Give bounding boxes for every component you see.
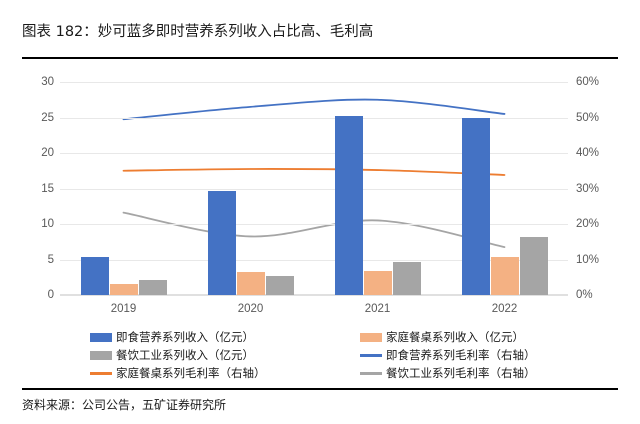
y-axis-tick-right: 60% [576,76,600,88]
legend-item[interactable]: 餐饮工业系列收入（亿元） [90,348,254,362]
x-axis-tick: 2020 [237,303,264,315]
x-axis-tick: 2022 [491,303,518,315]
gridline [60,224,568,225]
legend-item-label: 家庭餐桌系列毛利率（右轴） [116,366,266,380]
gridline [60,82,568,83]
footer-divider [22,388,618,390]
legend-swatch-icon [360,332,382,342]
y-axis-tick-right: 30% [576,182,600,195]
bar [207,190,236,295]
gridline [60,117,568,119]
legend-line-icon [90,371,112,375]
bar [265,275,294,295]
legend-item[interactable]: 家庭餐桌系列毛利率（右轴） [90,366,266,380]
line-series-layer [122,98,506,248]
bar [490,256,519,295]
bar [363,270,392,295]
y-axis-tick-right: 40% [576,147,600,159]
chart-area: 0 5 10 15 20 25 30 0% 10% 20% 30% 40% 50% 60% 2019 202… [0,62,640,322]
bar [461,118,490,295]
bar [80,256,109,295]
line-series [122,168,506,176]
bar [138,280,167,295]
legend-item[interactable]: 餐饮工业系列毛利率（右轴） [360,366,536,380]
legend-item[interactable]: 家庭餐桌系列收入（亿元） [360,330,524,344]
y-axis-tick-left: 25 [41,111,54,124]
y-axis-tick-right: 50% [576,111,600,124]
title-divider [22,57,618,59]
gridline [60,188,568,190]
legend-item-label: 餐饮工业系列毛利率（右轴） [386,366,536,380]
bar [109,283,138,295]
y-axis-tick-right: 0% [576,289,593,301]
figure-title-text: 图表 182：妙可蓝多即时营养系列收入占比高、毛利高 [22,24,374,40]
legend-item[interactable]: 即食营养系列毛利率（右轴） [360,348,536,362]
bar [236,272,265,295]
x-axis-tick: 2019 [110,303,137,315]
y-axis-tick-right: 10% [576,253,600,266]
legend-item[interactable]: 即食营养系列收入（亿元） [90,330,254,344]
y-axis-tick-left: 20 [41,147,54,159]
legend-item-label: 即食营养系列收入（亿元） [116,330,254,344]
line-series [122,98,506,121]
chart-legend: 即食营养系列收入（亿元） 家庭餐桌系列收入（亿元） 餐饮工业系列收入（亿元） 即食营养… [60,330,580,386]
legend-item-label: 家庭餐桌系列收入（亿元） [386,330,524,344]
y-axis-tick-left: 5 [47,253,54,266]
bar [519,236,548,295]
y-axis-tick-left: 30 [41,76,54,88]
legend-line-icon [360,353,382,357]
legend-swatch-icon [90,350,112,360]
legend-item-label: 即食营养系列毛利率（右轴） [386,348,536,362]
y-axis-tick-left: 0 [47,289,54,301]
y-axis-tick-right: 20% [576,218,600,230]
legend-item-label: 餐饮工业系列收入（亿元） [116,348,254,362]
legend-swatch-icon [90,332,112,342]
bar [392,262,421,295]
line-series [122,211,506,248]
gridline [60,153,568,154]
x-axis-line [60,294,568,296]
figure-title: 图表 182：妙可蓝多即时营养系列收入占比高、毛利高 [22,22,618,56]
source-note: 资料来源：公司公告，五矿证券研究所 [22,398,227,412]
plot-region: 0 5 10 15 20 25 30 0% 10% 20% 30% 40% 50% 60% [41,76,599,301]
legend-line-icon [360,371,382,375]
bar [334,116,363,295]
gridline [60,259,568,261]
y-axis-tick-left: 15 [41,182,54,195]
x-axis-tick: 2021 [364,303,391,315]
y-axis-tick-left: 10 [41,218,54,230]
